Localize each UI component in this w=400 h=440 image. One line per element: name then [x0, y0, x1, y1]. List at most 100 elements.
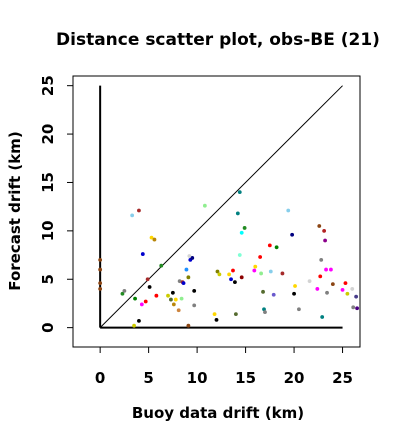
data-point	[258, 255, 263, 259]
data-point	[252, 268, 257, 273]
plot-frame	[72, 75, 361, 348]
data-point	[214, 318, 219, 322]
data-point	[192, 303, 197, 308]
data-point	[143, 299, 148, 304]
data-point	[152, 237, 157, 242]
data-point	[133, 296, 137, 301]
data-point	[186, 323, 191, 328]
chart-title: Distance scatter plot, obs-BE (21)	[56, 30, 380, 50]
data-point	[259, 271, 264, 276]
data-point	[217, 272, 222, 277]
data-point	[268, 269, 273, 274]
data-point	[286, 208, 291, 213]
data-point	[253, 264, 258, 269]
data-point	[179, 296, 184, 301]
data-point	[325, 290, 329, 295]
data-point	[145, 277, 150, 282]
data-point	[354, 294, 359, 299]
data-point	[202, 203, 207, 208]
data-point	[132, 323, 136, 328]
data-points	[98, 190, 359, 328]
x-tick-label: 0	[95, 369, 105, 387]
data-point	[147, 285, 152, 289]
data-point	[262, 307, 266, 312]
data-point	[137, 318, 141, 323]
data-point	[355, 306, 359, 311]
data-point	[323, 238, 327, 243]
data-point	[320, 315, 325, 319]
data-point	[293, 284, 297, 288]
x-tick-label: 15	[235, 369, 256, 387]
data-point	[98, 267, 103, 272]
data-point	[340, 287, 345, 292]
data-point	[177, 279, 182, 284]
data-point	[98, 281, 103, 286]
data-point	[237, 253, 242, 257]
data-point	[149, 235, 154, 240]
data-point	[267, 243, 272, 248]
data-point	[307, 279, 312, 284]
data-point	[169, 297, 173, 302]
data-point	[130, 213, 135, 218]
data-point	[330, 282, 335, 286]
data-point	[186, 275, 191, 280]
data-point	[215, 269, 220, 274]
data-point	[140, 252, 145, 256]
data-point	[319, 257, 324, 262]
reference-lines	[99, 85, 343, 329]
data-point	[280, 271, 285, 276]
data-point	[139, 302, 144, 307]
data-point	[322, 228, 327, 233]
data-point	[190, 256, 195, 260]
data-point	[271, 292, 276, 297]
data-point	[274, 245, 279, 250]
data-point	[171, 302, 176, 307]
data-point	[239, 230, 244, 235]
data-point	[184, 267, 189, 272]
y-tick-label: 20	[39, 124, 57, 145]
data-point	[315, 287, 320, 291]
x-tick-label: 10	[187, 369, 208, 387]
data-point	[263, 310, 267, 315]
data-point	[237, 190, 242, 195]
data-point	[120, 291, 125, 296]
data-point	[192, 288, 197, 293]
data-point	[137, 208, 141, 213]
data-point	[317, 224, 322, 228]
x-axis-label: Buoy data drift (km)	[132, 404, 304, 422]
data-point	[212, 312, 217, 316]
data-point	[324, 267, 328, 272]
data-point	[122, 288, 127, 293]
data-point	[233, 280, 237, 285]
data-point	[350, 287, 355, 291]
x-tick-label: 20	[284, 369, 305, 387]
data-point	[231, 268, 235, 273]
data-point	[187, 254, 192, 258]
data-point	[233, 312, 238, 316]
data-point	[290, 232, 295, 237]
data-point	[166, 293, 170, 298]
y-tick-label: 0	[39, 322, 57, 332]
data-point	[227, 272, 232, 277]
data-point	[229, 277, 233, 282]
data-point	[176, 308, 181, 313]
x-tick-label: 25	[332, 369, 353, 387]
data-point	[181, 281, 186, 286]
y-tick-label: 10	[39, 220, 57, 241]
data-point	[292, 291, 296, 296]
data-point	[154, 293, 159, 298]
data-point	[242, 226, 247, 230]
data-point	[318, 274, 323, 279]
y-tick-label: 5	[39, 274, 57, 284]
x-tick-label: 5	[143, 369, 153, 387]
reference-line-3	[99, 85, 343, 328]
data-point	[98, 257, 103, 262]
y-axis-label: Forecast drift (km)	[6, 131, 24, 290]
data-point	[235, 211, 240, 216]
data-point	[345, 291, 350, 296]
data-point	[98, 287, 103, 291]
data-point	[173, 297, 178, 302]
data-point	[159, 263, 164, 268]
data-point	[351, 305, 356, 310]
